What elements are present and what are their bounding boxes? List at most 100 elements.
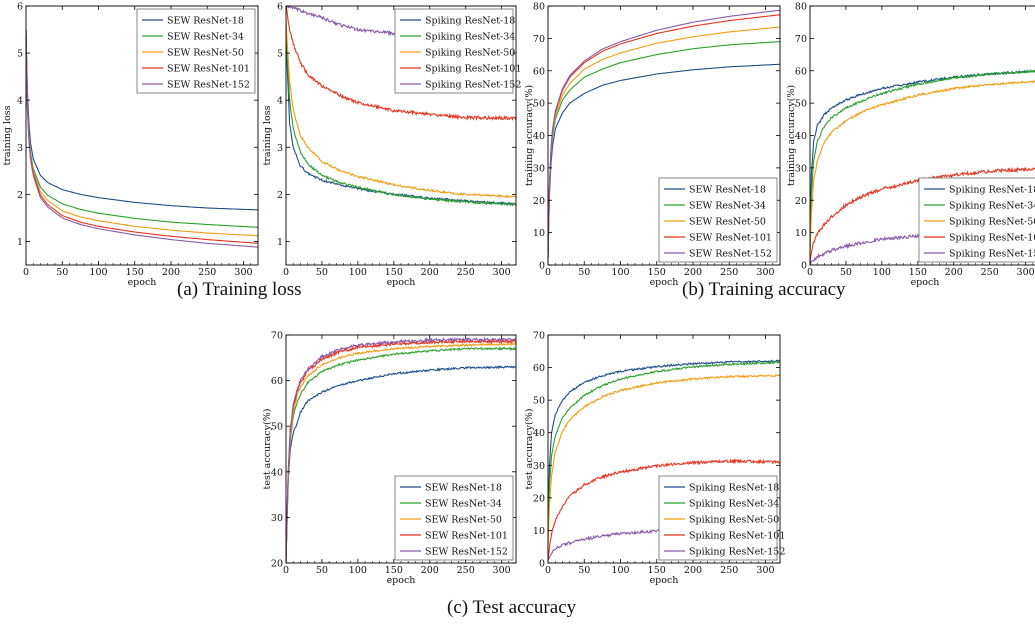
series-line-18 [548,359,780,532]
caption-training-accuracy: (b) Training accuracy [682,279,846,300]
legend: Spiking ResNet-18 Spiking ResNet-34 Spikin… [918,177,1035,263]
x-axis-label: epoch [911,277,940,288]
y-tick-label: 4 [17,96,23,107]
x-tick-label: 150 [126,267,144,278]
legend-label: Spiking ResNet-152 [425,80,521,91]
y-tick-label: 10 [795,228,807,239]
legend-box [658,177,778,263]
legend-label: Spiking ResNet-18 [425,16,515,27]
y-tick-label: 60 [533,363,545,374]
x-tick-label: 300 [234,267,252,278]
x-axis-label: epoch [650,277,679,288]
legend-label: Spiking ResNet-50 [689,515,779,526]
series-line-152 [548,9,780,259]
y-tick-label: 0 [539,559,545,570]
y-tick-label: 6 [277,2,283,13]
series-line-34 [26,29,258,228]
legend-label: SEW ResNet-50 [689,217,766,228]
y-axis-label: training loss [262,105,273,165]
legend-label: Spiking ResNet-50 [425,48,515,59]
series-line-50 [810,79,1035,256]
legend-label: Spiking ResNet-152 [689,547,785,558]
series-group [548,9,780,259]
x-tick-label: 300 [493,267,511,278]
y-tick-label: 50 [533,99,545,110]
series-line-18 [26,29,258,211]
x-tick-label: 200 [684,565,702,576]
x-tick-label: 300 [756,267,774,278]
x-tick-label: 100 [873,267,891,278]
y-tick-label: 60 [271,376,283,387]
legend-box [658,475,778,561]
y-tick-label: 1 [17,237,23,248]
series-group [548,359,780,561]
caption-training-loss: (a) Training loss [177,279,302,300]
y-tick-label: 40 [533,131,545,142]
y-axis-label: training accuracy(%) [524,85,535,186]
y-axis-label: training loss [2,105,13,165]
y-tick-label: 5 [277,49,283,60]
y-tick-label: 70 [533,331,545,342]
x-tick-label: 0 [23,267,29,278]
x-tick-label: 150 [909,267,927,278]
legend-label: Spiking ResNet-34 [689,499,779,510]
series-line-101 [286,338,516,563]
y-tick-label: 20 [533,196,545,207]
x-tick-label: 50 [840,267,852,278]
series-line-101 [548,458,780,561]
legend-label: Spiking ResNet-101 [949,233,1035,244]
y-tick-label: 2 [277,190,283,201]
series-group [26,29,258,248]
x-tick-label: 200 [162,267,180,278]
chart-train-acc-sew: 0 50 100 150 200 250 300 0 10 20 30 40 50 60 70 80 epoch… [524,2,781,288]
x-tick-label: 250 [720,267,738,278]
x-tick-label: 0 [807,267,813,278]
legend-label: SEW ResNet-34 [425,499,502,510]
series-line-152 [548,527,665,561]
y-tick-label: 30 [533,163,545,174]
series-line-34 [810,69,1035,253]
x-tick-label: 250 [981,267,999,278]
legend-box [394,8,514,94]
series-line-152 [286,336,516,563]
y-tick-label: 30 [795,163,807,174]
legend-label: Spiking ResNet-50 [949,217,1035,228]
x-tick-label: 250 [198,267,216,278]
legend-label: SEW ResNet-18 [167,16,244,27]
x-tick-label: 100 [611,267,629,278]
series-line-50 [286,342,516,563]
y-tick-label: 4 [277,96,283,107]
y-tick-label: 2 [17,190,23,201]
y-axis-label: training accuracy(%) [786,85,797,186]
series-line-152 [26,29,258,248]
legend-label: SEW ResNet-34 [689,201,766,212]
legend-label: SEW ResNet-152 [689,249,772,260]
series-line-34 [286,346,516,563]
y-tick-label: 40 [795,131,807,142]
series-line-34 [548,41,780,259]
x-tick-label: 200 [421,267,439,278]
y-tick-label: 40 [533,428,545,439]
x-tick-label: 50 [56,267,68,278]
legend-label: SEW ResNet-18 [689,185,766,196]
series-line-50 [548,373,780,547]
y-tick-label: 6 [17,2,23,13]
x-tick-label: 0 [283,565,289,576]
legend-label: SEW ResNet-50 [167,48,244,59]
y-tick-label: 80 [533,2,545,13]
x-tick-label: 0 [545,565,551,576]
series-line-50 [26,29,258,237]
legend-label: Spiking ResNet-18 [689,483,779,494]
x-tick-label: 50 [578,267,590,278]
y-tick-label: 70 [533,34,545,45]
x-tick-label: 300 [756,565,774,576]
series-group [286,336,516,563]
legend-label: Spiking ResNet-101 [689,531,785,542]
legend-box [136,8,256,94]
x-tick-label: 50 [316,267,328,278]
series-line-34 [548,360,780,537]
legend-label: Spiking ResNet-18 [949,185,1035,196]
x-axis-label: epoch [387,575,416,586]
x-tick-label: 100 [349,565,367,576]
y-tick-label: 50 [795,99,807,110]
